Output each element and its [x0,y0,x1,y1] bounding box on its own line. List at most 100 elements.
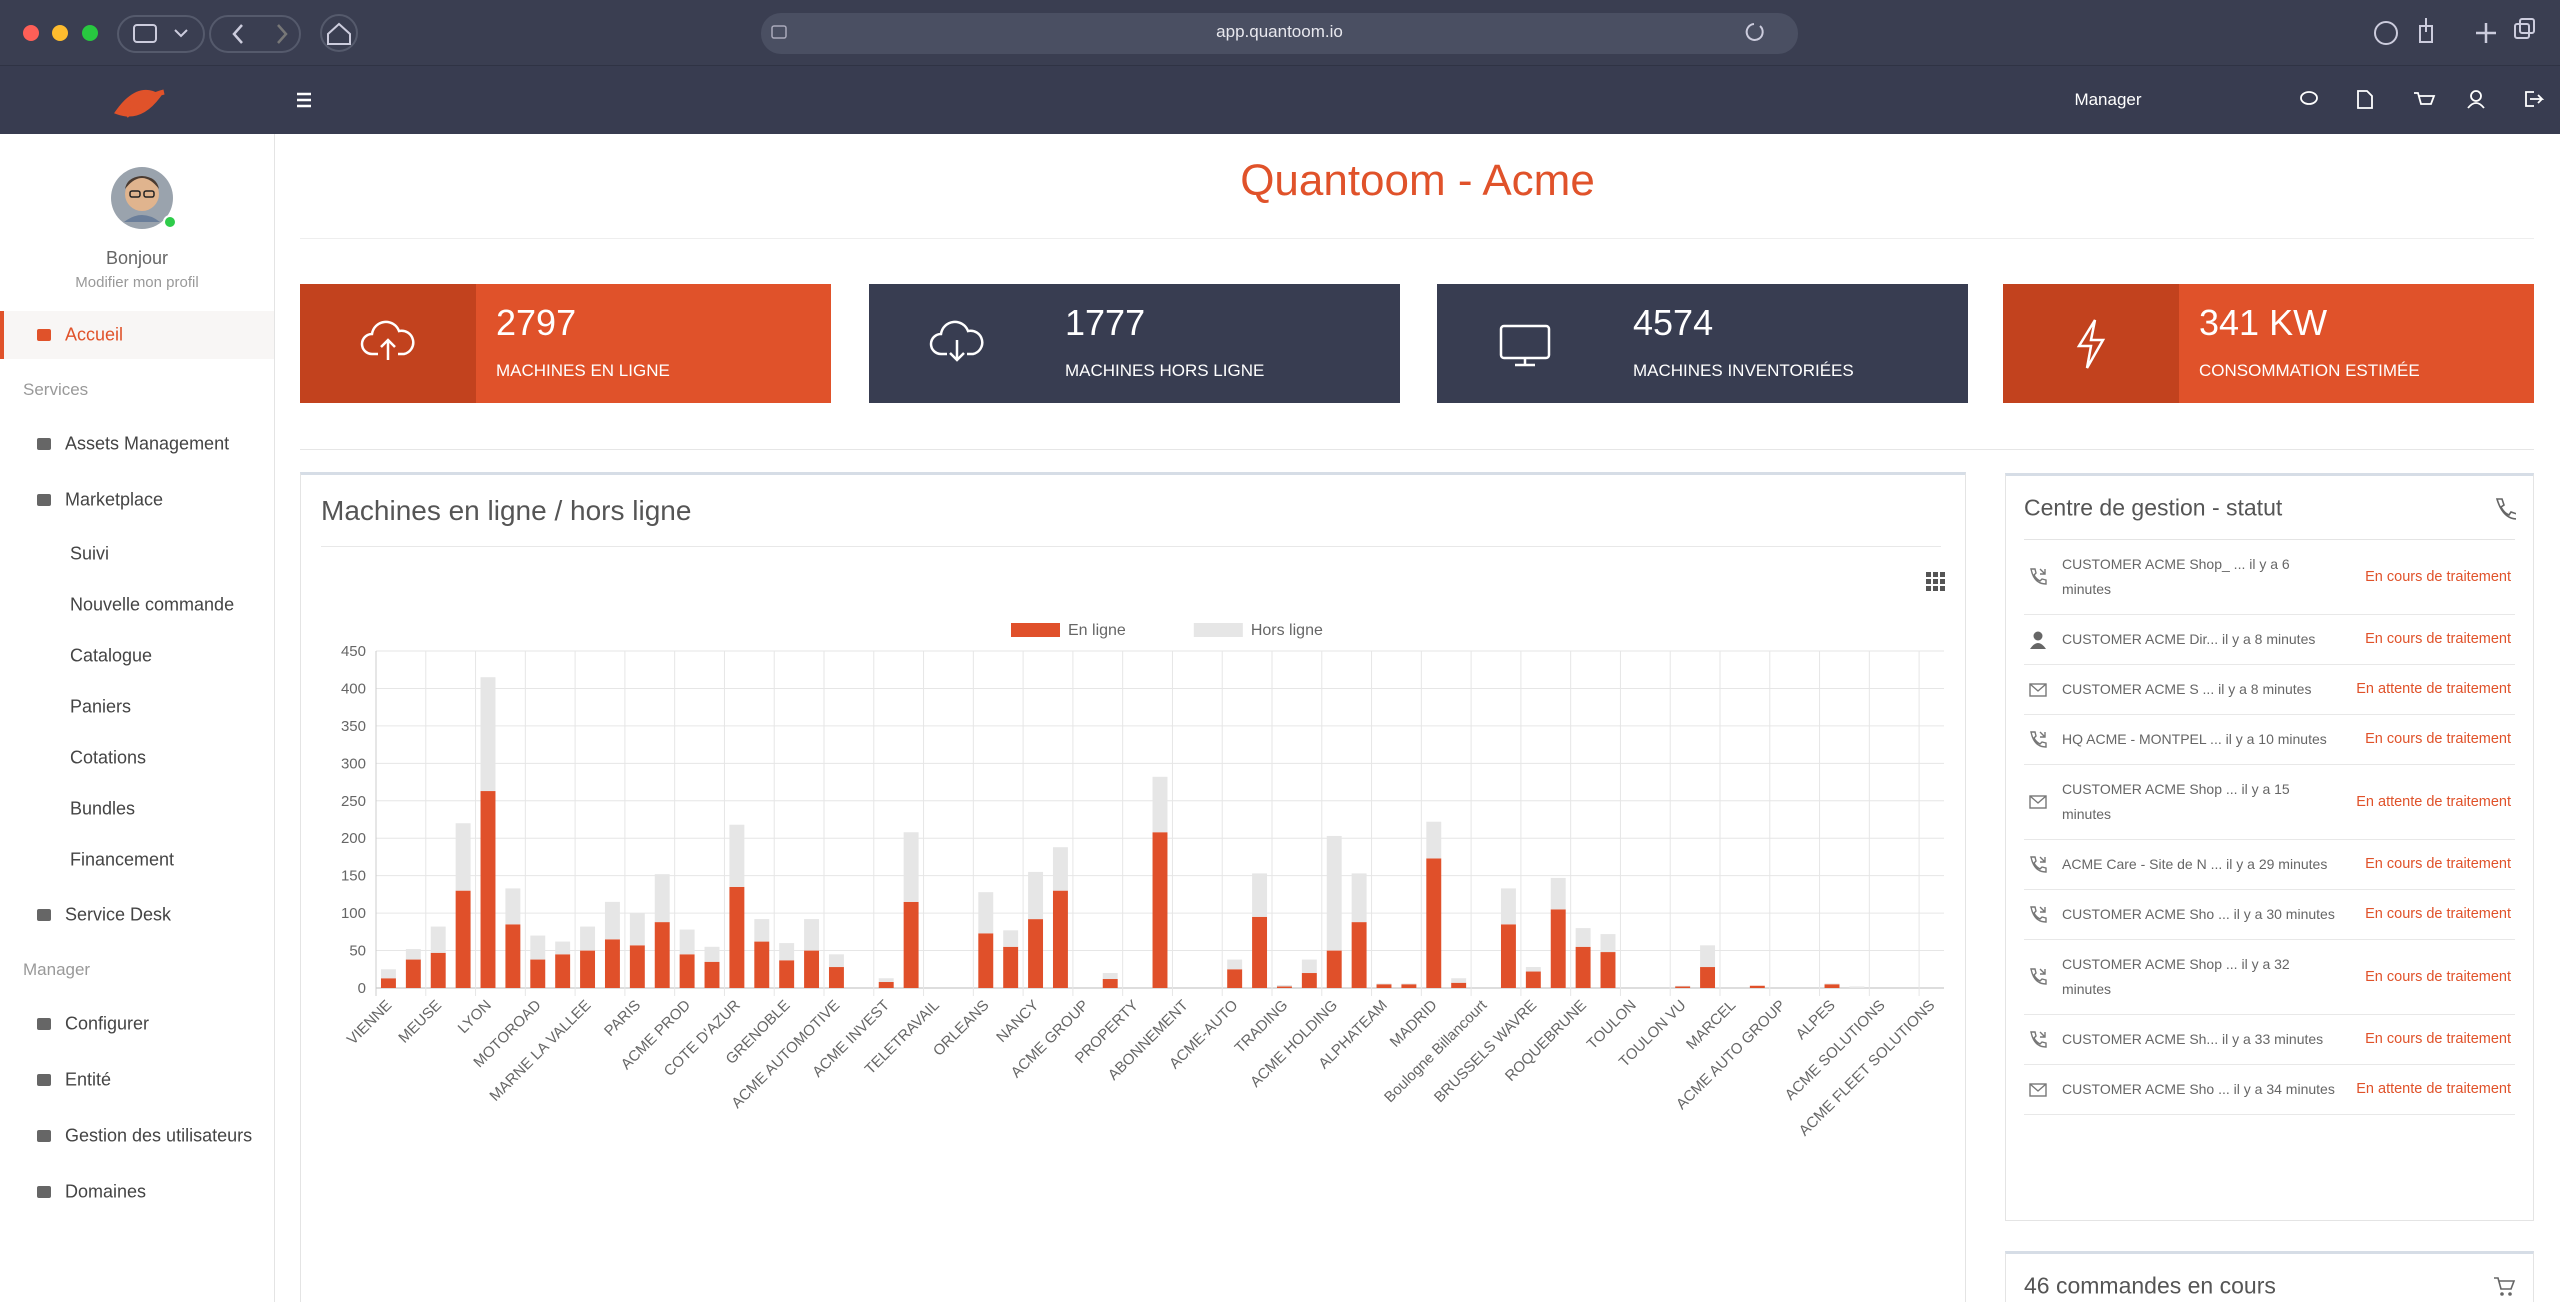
bar-segment [530,935,546,960]
nav-item[interactable]: Service Desk [65,904,172,925]
bar-segment [729,886,745,988]
status-row[interactable]: CUSTOMER ACME Shop ... il y a 15 minutes… [2024,765,2515,840]
divider [300,449,2534,450]
nav-item[interactable]: Domaines [65,1181,147,1202]
sidebar: Bonjour Modifier mon profil Accueil Servi… [0,134,275,1302]
nav-item[interactable]: Entité [65,1069,112,1090]
nav-subitem[interactable]: Financement [70,849,175,870]
bar-segment [405,949,421,960]
status-state: En cours de traitement [2365,568,2511,585]
bar-segment [754,919,770,942]
stat-card[interactable]: 1777 MACHINES HORS LIGNE [869,284,1400,403]
stat-icon-box [1437,284,1613,403]
bar-segment [629,913,645,946]
stat-icon [929,320,984,362]
bar-segment [1451,982,1467,988]
header-icons [114,89,2545,118]
bar-segment [754,941,770,988]
bar-segment [1276,985,1292,987]
bar-segment [1824,983,1840,985]
stat-card[interactable]: 4574 MACHINES INVENTORIÉES [1437,284,1968,403]
nav-item[interactable]: Configurer [65,1013,150,1034]
chart-panel-title: Machines en ligne / hors ligne [321,495,692,526]
y-tick-label: 400 [341,680,366,697]
avatar[interactable] [108,164,180,236]
status-icon [2030,1030,2047,1048]
bar-segment [654,874,670,923]
bar-segment [604,939,620,988]
status-list: CUSTOMER ACME Shop_ ... il y a 6 minutes… [2024,539,2515,1115]
header-role[interactable]: Manager [2074,90,2142,109]
status-row[interactable]: CUSTOMER ACME Sho ... il y a 34 minutes E… [2024,1065,2515,1115]
bar-segment [1276,986,1292,988]
bar-segment [1675,986,1691,988]
bar-segment [1028,871,1044,920]
bar-segment [580,950,596,988]
status-row[interactable]: CUSTOMER ACME Shop ... il y a 32 minutes… [2024,940,2515,1015]
status-state: En cours de traitement [2365,906,2511,922]
status-row[interactable]: CUSTOMER ACME Sh... il y a 33 minutes En … [2024,1015,2515,1065]
nav-icon [37,438,51,450]
nav-icon [37,1018,51,1030]
status-left: CUSTOMER ACME Shop ... il y a 32 minutes [2028,952,2337,1002]
status-row[interactable]: HQ ACME - MONTPEL ... il y a 10 minutes E… [2024,715,2515,765]
bar-segment [505,888,521,925]
bar-segment [1426,858,1442,988]
bar-segment [1700,945,1716,968]
y-tick-label: 50 [349,943,366,960]
nav-section: Services [23,380,89,399]
nav-section: Manager [23,960,91,979]
x-tick-label: LYON [455,997,495,1037]
bar-segment [1102,979,1118,988]
status-row[interactable]: ACME Care - Site de N ... il y a 29 minu… [2024,840,2515,890]
profile-link[interactable]: Modifier mon profil [75,274,199,291]
status-text: CUSTOMER ACME Sho ... il y a 30 minutes [2062,906,2335,922]
bar-segment [679,929,695,955]
nav-icon [37,1186,51,1198]
status-row[interactable]: CUSTOMER ACME Dir... il y a 8 minutes En … [2024,615,2515,665]
bar-segment [455,823,471,891]
status-row[interactable]: CUSTOMER ACME S ... il y a 8 minutes En a… [2024,665,2515,715]
status-state: En cours de traitement [2365,1031,2511,1047]
stat-value: 2797 [496,302,577,343]
status-row[interactable]: CUSTOMER ACME Sho ... il y a 30 minutes E… [2024,890,2515,940]
bar-segment [1301,973,1317,988]
status-icon [2030,905,2047,923]
legend-swatch [1193,623,1243,637]
nav-subitem[interactable]: Paniers [70,696,132,717]
bar-segment [430,952,446,988]
nav-subitem[interactable]: Suivi [70,543,110,564]
stat-label: CONSOMMATION ESTIMÉE [2199,361,2420,380]
status-row[interactable]: CUSTOMER ACME Shop_ ... il y a 6 minutes… [2024,540,2515,615]
stat-card[interactable]: 341 KW CONSOMMATION ESTIMÉE [2003,284,2534,403]
chart: 0 50 100 150 200 250 300 350 400 450 VIENNE MEUSE LY… [341,622,1944,1139]
legend-label: En ligne [1068,622,1126,639]
bar-segment [1326,835,1342,951]
nav-subitem[interactable]: Bundles [70,798,136,819]
bar-segment [405,959,421,988]
bar-segment [1575,946,1591,988]
stat-value: 4574 [1633,302,1714,343]
bar-segment [1003,930,1019,947]
bar-segment [555,941,571,955]
stat-value: 341 KW [2199,302,2328,343]
nav-item[interactable]: Assets Management [65,433,230,454]
chart-panel: Machines en ligne / hors ligne 0 50 100 150 2… [300,472,1966,1302]
status-state: En cours de traitement [2365,731,2511,747]
bar-segment [1102,973,1118,980]
stat-card[interactable]: 2797 MACHINES EN LIGNE [300,284,831,403]
nav-item[interactable]: Accueil [65,324,124,345]
y-tick-label: 300 [341,755,366,772]
bar-segment [779,960,795,988]
nav-subitem[interactable]: Catalogue [70,645,153,666]
bar-segment [704,946,720,962]
bar-segment [430,926,446,953]
cart-icon [2494,1277,2516,1296]
nav-item[interactable]: Marketplace [65,489,164,510]
status-icon [2030,730,2047,748]
nav-subitem[interactable]: Cotations [70,747,147,768]
nav-item[interactable]: Gestion des utilisateurs [65,1125,253,1146]
bar-segment [1525,967,1541,972]
bar-segment [1451,978,1467,983]
nav-subitem[interactable]: Nouvelle commande [70,594,235,615]
